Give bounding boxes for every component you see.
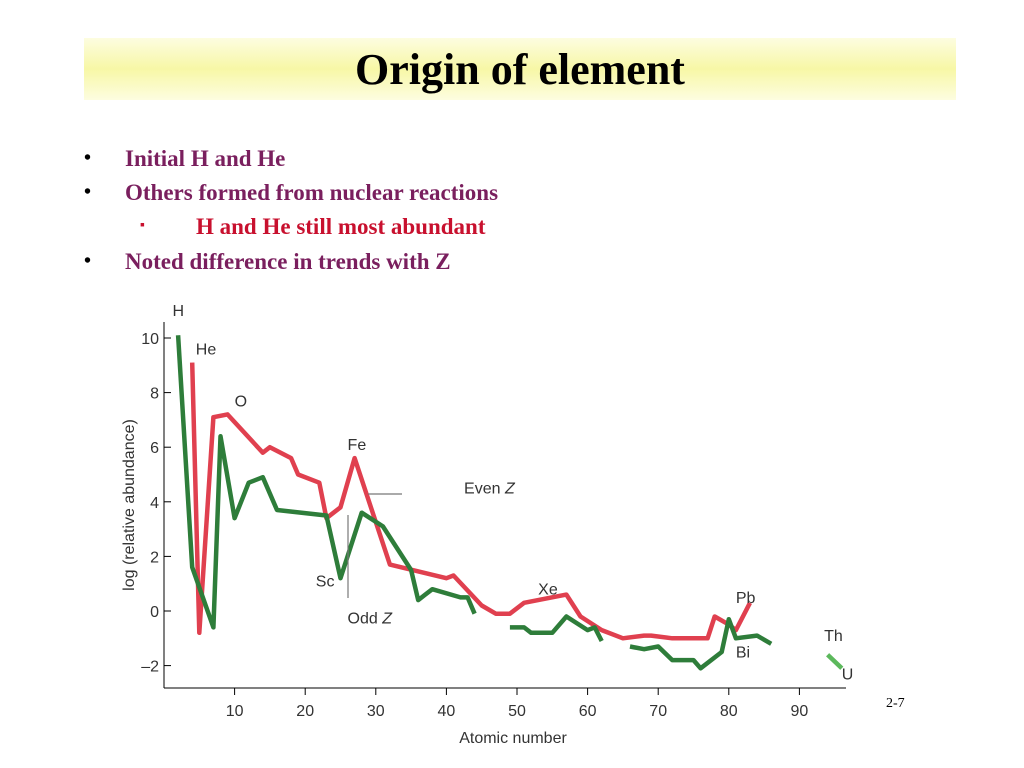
bullet-marker: • (84, 181, 92, 203)
y-axis-title: log (relative abundance) (121, 419, 138, 591)
bullet-marker: • (84, 147, 92, 169)
annotation-label: He (196, 341, 217, 358)
annotation-label: Sc (316, 573, 335, 590)
annotation-label: Even Z (464, 481, 516, 498)
y-ticks: 10 8 6 4 2 0 –2 (141, 331, 171, 676)
x-tick-label: 70 (649, 703, 667, 720)
x-axis-title: Atomic number (459, 730, 567, 747)
y-tick-label: 4 (150, 495, 159, 512)
x-tick-label: 60 (579, 703, 597, 720)
annotation-label: O (235, 393, 247, 410)
sub-bullet-marker: ▪ (140, 218, 145, 233)
odd-z-line (826, 653, 844, 670)
x-ticks: 10 20 30 40 50 60 70 80 90 (226, 688, 809, 720)
bullet-text: Initial H and He (125, 146, 286, 171)
annotation-label: Fe (348, 437, 367, 454)
y-tick-label: 6 (150, 440, 159, 457)
annotations: H He O Fe Even Z Sc Odd Z Xe Pb Th Bi U (172, 303, 853, 683)
annotation-label: Pb (736, 590, 756, 607)
y-tick-label: –2 (141, 659, 159, 676)
odd-z-line (509, 614, 604, 643)
label-pointers (347, 493, 402, 598)
y-tick-label: 2 (150, 549, 159, 566)
even-z-line (189, 362, 752, 641)
annotation-label: Bi (736, 644, 750, 661)
series-group (175, 335, 844, 671)
odd-z-line (629, 616, 773, 671)
sub-bullet-text: H and He still most abundant (196, 214, 486, 239)
x-tick-label: 80 (720, 703, 738, 720)
slide-number: 2-7 (886, 696, 905, 711)
x-tick-label: 30 (367, 703, 385, 720)
y-tick-label: 10 (141, 331, 159, 348)
slide-title: Origin of element (355, 45, 685, 94)
x-tick-label: 50 (508, 703, 526, 720)
odd-z-line (175, 335, 477, 630)
bullet-text: Noted difference in trends with Z (125, 249, 451, 274)
annotation-label: Odd Z (348, 610, 394, 627)
x-tick-label: 90 (791, 703, 809, 720)
bullet-text: Others formed from nuclear reactions (125, 180, 499, 205)
x-tick-label: 20 (296, 703, 314, 720)
y-tick-label: 0 (150, 604, 159, 621)
bullet-marker: • (84, 250, 92, 272)
annotation-label: Xe (538, 582, 558, 599)
annotation-label: H (172, 303, 184, 320)
annotation-label: Th (824, 628, 843, 645)
title-band: Origin of element (84, 38, 956, 100)
x-tick-label: 40 (438, 703, 456, 720)
annotation-label: U (842, 666, 854, 683)
chart-axes (163, 322, 846, 689)
x-tick-label: 10 (226, 703, 244, 720)
y-tick-label: 8 (150, 386, 159, 403)
